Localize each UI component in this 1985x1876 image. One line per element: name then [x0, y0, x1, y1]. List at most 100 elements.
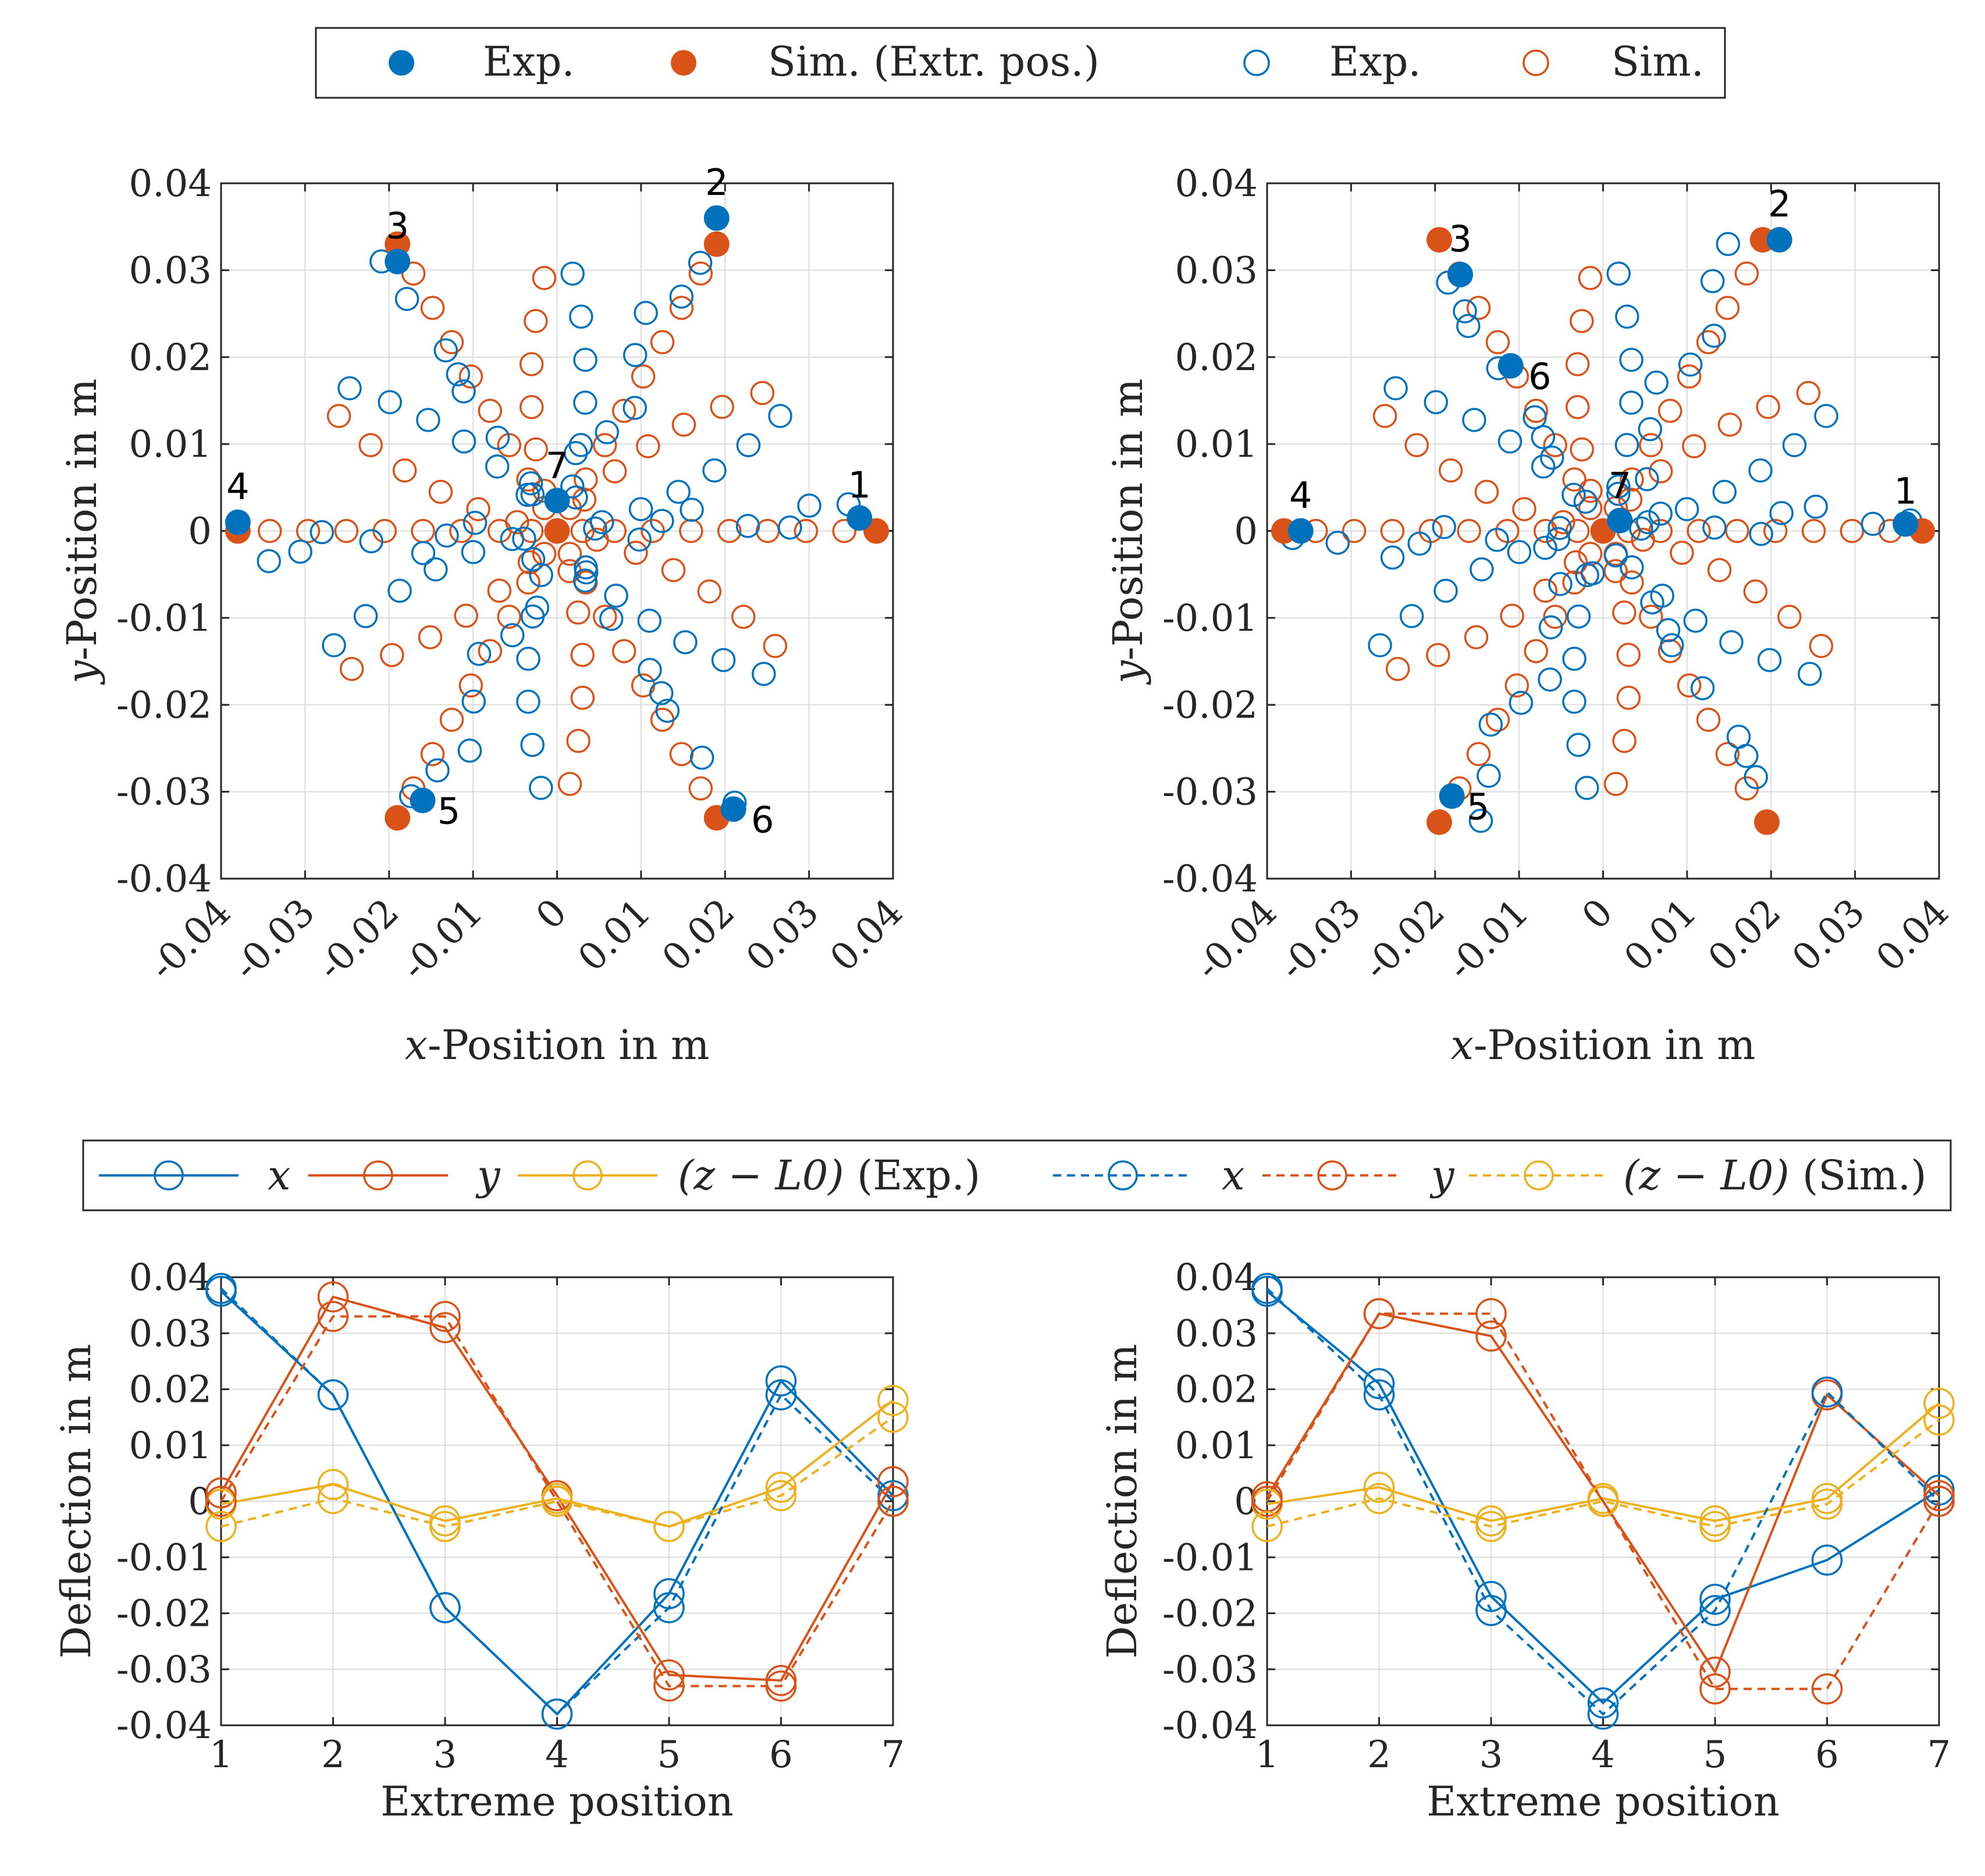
legend-marker — [1108, 1160, 1138, 1191]
sim-point — [1578, 496, 1603, 520]
exp-point — [1644, 370, 1669, 395]
sim-point — [1696, 330, 1721, 354]
y-axis-label: Deflection in m — [1098, 1344, 1146, 1659]
exp-point — [1629, 516, 1653, 541]
exp-point — [574, 555, 598, 580]
series-marker — [877, 1466, 909, 1498]
exp-point — [500, 527, 525, 552]
exp-point — [1690, 676, 1715, 701]
series-marker — [1587, 1687, 1619, 1719]
series-marker — [765, 1670, 797, 1702]
exp-point — [257, 549, 281, 574]
sim-point — [570, 642, 595, 667]
y-tick-label: 0.02 — [1175, 1369, 1258, 1412]
exp-point — [563, 440, 588, 466]
x-axis-label: Extreme position — [1427, 1778, 1780, 1825]
x-tick-label: 5 — [1703, 1733, 1727, 1776]
extreme-position-label: 5 — [437, 790, 460, 833]
exp-point — [573, 390, 597, 415]
sim-point — [710, 395, 734, 420]
y-axis-label: y-Position in m — [1104, 378, 1152, 685]
sim-point — [392, 458, 417, 483]
extreme-position-label: 7 — [546, 445, 568, 487]
exp-point — [485, 454, 510, 479]
exp-extreme-point — [846, 505, 873, 531]
sim-point — [257, 518, 282, 543]
exp-point — [520, 733, 545, 757]
sim-point — [1687, 518, 1711, 543]
exp-point — [797, 493, 821, 518]
sim-point — [466, 497, 490, 521]
legend-label: Sim. (Extr. pos.) — [768, 38, 1100, 86]
exp-point — [1757, 648, 1782, 673]
sim-point — [439, 708, 464, 732]
exp-point — [1603, 543, 1628, 568]
sim-point — [516, 467, 540, 492]
series-marker — [1923, 1404, 1955, 1436]
legend-marker — [1522, 49, 1549, 76]
y-tick-label: 0.03 — [129, 249, 212, 292]
x-tick-label: 0.03 — [738, 891, 827, 980]
series-marker — [1363, 1298, 1395, 1330]
y-tick-label: 0.02 — [129, 336, 212, 379]
exp-point — [1538, 615, 1563, 639]
exp-point — [457, 738, 482, 763]
series-marker — [877, 1385, 909, 1416]
sim-point — [519, 352, 544, 376]
exp-point — [451, 429, 476, 454]
exp-point — [1656, 618, 1681, 642]
exp-point — [680, 498, 704, 522]
series-marker — [205, 1486, 237, 1517]
series-line — [220, 1416, 894, 1528]
exp-point — [1606, 261, 1631, 286]
x-tick-label: 3 — [1479, 1733, 1503, 1776]
sim-point — [1578, 478, 1603, 503]
exp-point — [1614, 433, 1639, 457]
legend-label: (z − L0) (Exp.) — [678, 1152, 980, 1199]
exp-point — [1734, 744, 1759, 768]
exp-extreme-point — [1439, 783, 1465, 809]
series-marker — [1587, 1699, 1619, 1730]
exp-point — [637, 608, 662, 633]
exp-point — [1782, 433, 1807, 457]
series-marker — [1475, 1298, 1507, 1330]
x-tick-label: 5 — [657, 1733, 681, 1776]
exp-point — [1615, 304, 1639, 329]
sim-point — [458, 364, 483, 389]
legend-label: y — [1429, 1152, 1455, 1199]
exp-point — [322, 633, 346, 658]
series-marker — [205, 1511, 237, 1543]
sim-point — [1512, 497, 1536, 521]
sim-point — [593, 433, 617, 457]
sim-point — [566, 600, 590, 625]
x-tick-label: 0.02 — [654, 891, 743, 980]
exp-point — [638, 658, 662, 683]
exp-point — [1497, 429, 1522, 454]
sim-point — [1715, 296, 1740, 320]
sim-point — [1543, 433, 1567, 457]
exp-point — [1325, 530, 1350, 555]
sim-point — [688, 261, 713, 286]
legend-marker — [363, 1160, 393, 1191]
sim-point — [1620, 570, 1644, 595]
sim-point — [611, 639, 636, 663]
exp-point — [628, 497, 653, 521]
sim-point — [1756, 395, 1780, 420]
exp-point — [1769, 500, 1794, 525]
exp-extreme-point — [225, 509, 251, 535]
exp-point — [1674, 497, 1699, 521]
sim-point — [624, 541, 648, 565]
exp-point — [1433, 578, 1458, 603]
exp-point — [416, 407, 440, 432]
legend-marker — [389, 50, 414, 76]
sim-point — [1474, 479, 1499, 504]
exp-extreme-point — [385, 248, 411, 275]
x-tick-label: 0 — [1574, 891, 1621, 938]
exp-point — [560, 474, 585, 499]
legend-label: Exp. — [483, 38, 575, 86]
sim-point — [1801, 518, 1826, 543]
x-tick-label: -0.03 — [1271, 891, 1369, 989]
exp-point — [1477, 763, 1501, 788]
sim-point — [339, 656, 364, 681]
